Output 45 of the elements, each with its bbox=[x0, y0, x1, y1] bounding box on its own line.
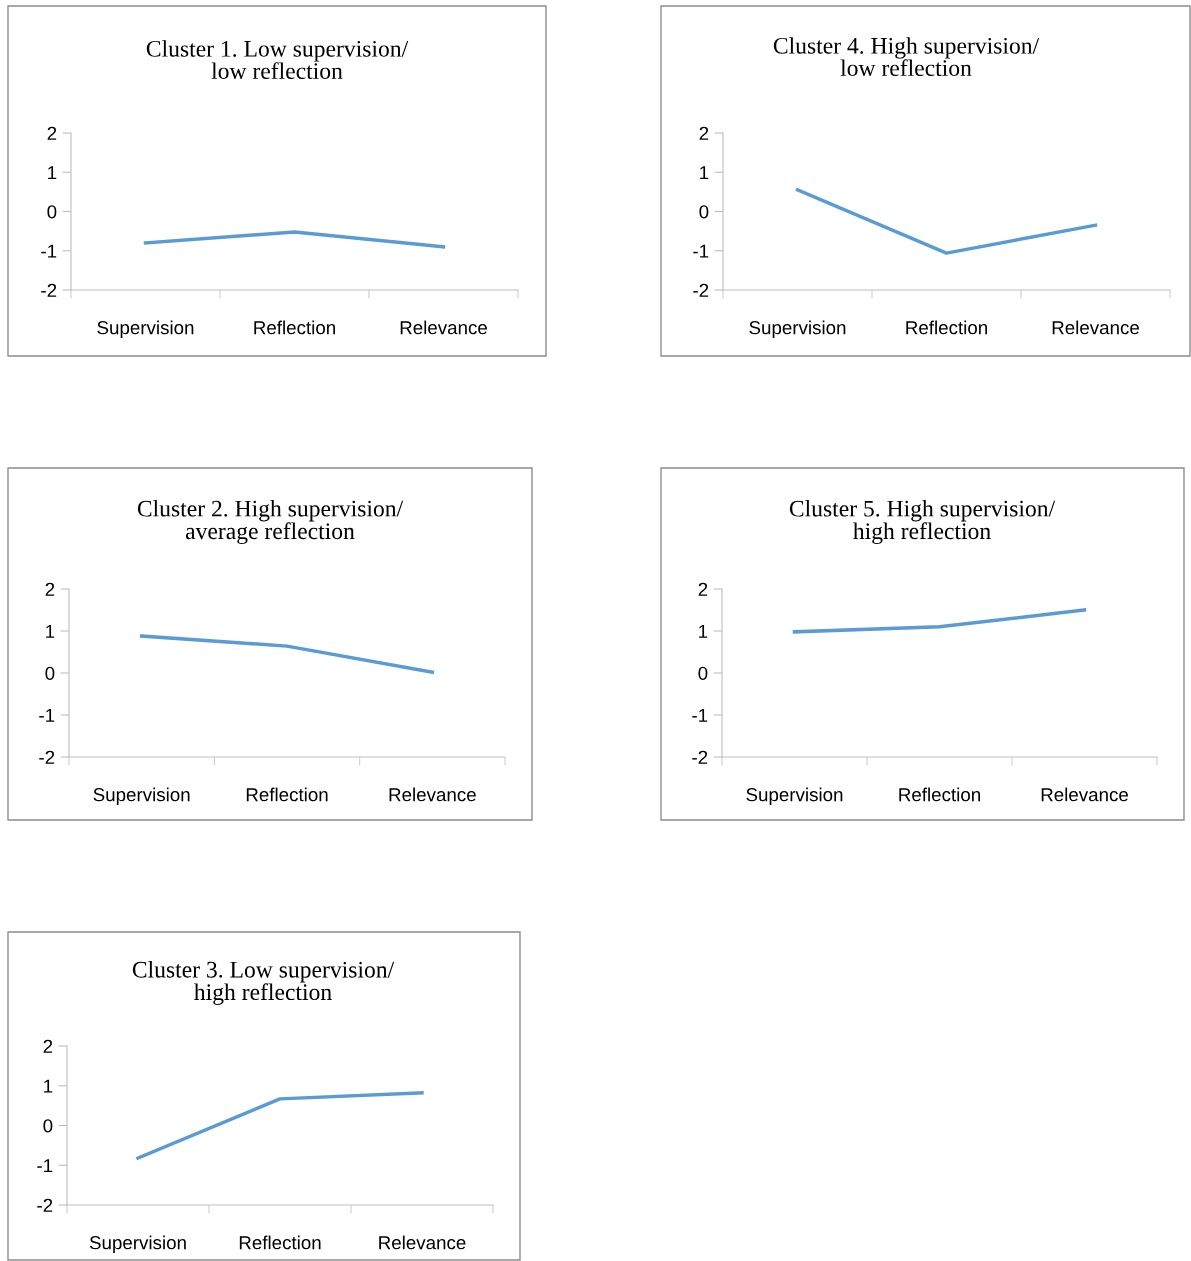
y-tick-label: 1 bbox=[46, 624, 55, 638]
y-tick-label: 2 bbox=[43, 1039, 53, 1053]
y-tick-label: -1 bbox=[41, 244, 57, 258]
y-tick-label: 1 bbox=[44, 1079, 53, 1093]
y-tick-label: 0 bbox=[47, 205, 57, 219]
x-tick-label: Relevance bbox=[1041, 787, 1128, 802]
y-tick-label: 2 bbox=[699, 126, 709, 140]
x-tick-label: Supervision bbox=[93, 787, 190, 806]
y-tick-label: -2 bbox=[692, 750, 708, 764]
chart-title: Cluster 5. High supervision/ high reflection bbox=[789, 499, 1056, 545]
y-tick-label: -1 bbox=[39, 708, 55, 722]
chart-title: Cluster 3. Low supervision/ high reflection bbox=[132, 961, 395, 1005]
y-tick-label: -2 bbox=[39, 750, 55, 764]
x-tick-label: Relevance bbox=[389, 787, 476, 802]
x-tick-label: Supervision bbox=[746, 787, 843, 806]
y-tick-label: 0 bbox=[698, 666, 708, 680]
x-tick-label: Supervision bbox=[97, 320, 194, 339]
y-tick-label: 2 bbox=[45, 582, 55, 596]
x-tick-label: Reflection bbox=[906, 320, 987, 335]
x-tick-label: Reflection bbox=[899, 787, 980, 802]
y-tick-label: 2 bbox=[47, 126, 57, 140]
y-tick-label: 2 bbox=[698, 582, 708, 596]
y-tick-label: 0 bbox=[699, 205, 709, 219]
y-tick-label: 1 bbox=[700, 166, 709, 180]
y-tick-label: -2 bbox=[693, 283, 709, 297]
y-tick-label: 1 bbox=[699, 624, 708, 638]
y-tick-label: 1 bbox=[48, 166, 57, 180]
y-tick-label: 0 bbox=[45, 666, 55, 680]
x-tick-label: Relevance bbox=[1052, 320, 1139, 335]
y-tick-label: -2 bbox=[41, 283, 57, 297]
chart-title: Cluster 2. High supervision/ average reflection bbox=[137, 499, 404, 545]
y-tick-label: -1 bbox=[692, 708, 708, 722]
x-tick-label: Relevance bbox=[400, 320, 487, 335]
x-tick-label: Relevance bbox=[379, 1235, 466, 1250]
y-tick-label: -1 bbox=[693, 244, 709, 258]
y-tick-label: -1 bbox=[37, 1159, 53, 1173]
chart-title: Cluster 1. Low supervision/ low reflection bbox=[146, 40, 409, 80]
y-tick-label: 0 bbox=[43, 1119, 53, 1133]
x-tick-label: Reflection bbox=[246, 787, 328, 802]
chart-title: Cluster 4. High supervision/ low reflection bbox=[773, 37, 1040, 77]
y-tick-label: -2 bbox=[37, 1198, 53, 1212]
x-tick-label: Supervision bbox=[749, 320, 846, 339]
x-tick-label: Reflection bbox=[239, 1235, 321, 1250]
x-tick-label: Reflection bbox=[254, 320, 335, 335]
x-tick-label: Supervision bbox=[89, 1235, 186, 1254]
